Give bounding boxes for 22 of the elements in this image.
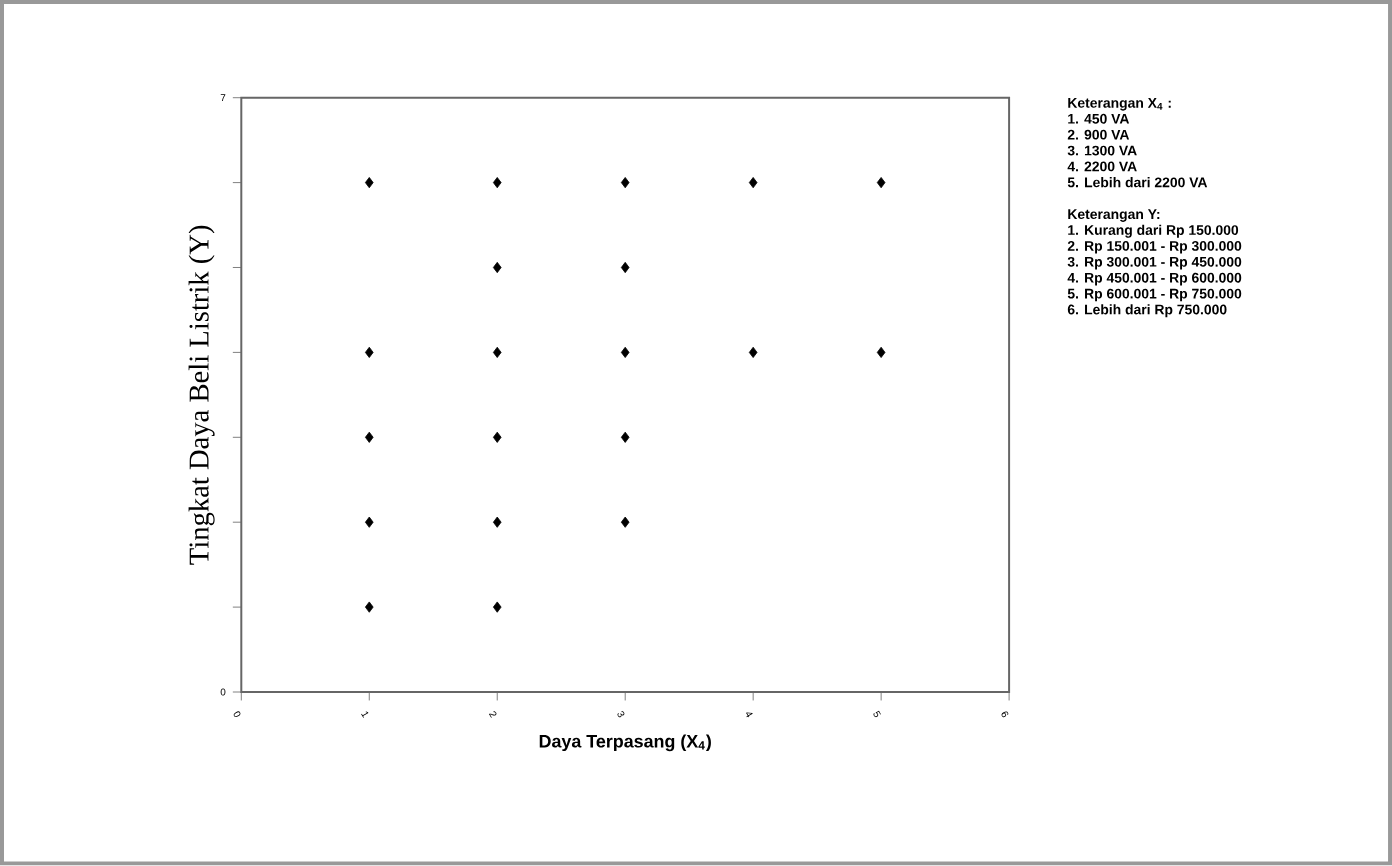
point bbox=[620, 347, 630, 359]
point bbox=[492, 177, 502, 189]
y-axis-title: Tingkat Daya Beli Listrik (Y) bbox=[188, 226, 215, 565]
point bbox=[364, 516, 374, 529]
point bbox=[364, 431, 374, 444]
point bbox=[748, 347, 758, 359]
point bbox=[876, 177, 886, 189]
point bbox=[492, 516, 502, 529]
point bbox=[748, 177, 758, 189]
point bbox=[492, 262, 502, 274]
point bbox=[620, 431, 630, 444]
point bbox=[364, 601, 374, 613]
point bbox=[876, 347, 886, 359]
point bbox=[364, 177, 374, 189]
point bbox=[492, 601, 502, 613]
x-axis-title: Daya Terpasang (X$_{4}$) bbox=[539, 734, 711, 752]
point bbox=[492, 431, 502, 444]
point bbox=[620, 516, 630, 529]
point bbox=[364, 347, 374, 359]
point bbox=[620, 262, 630, 274]
point bbox=[620, 177, 630, 189]
point bbox=[492, 347, 502, 359]
